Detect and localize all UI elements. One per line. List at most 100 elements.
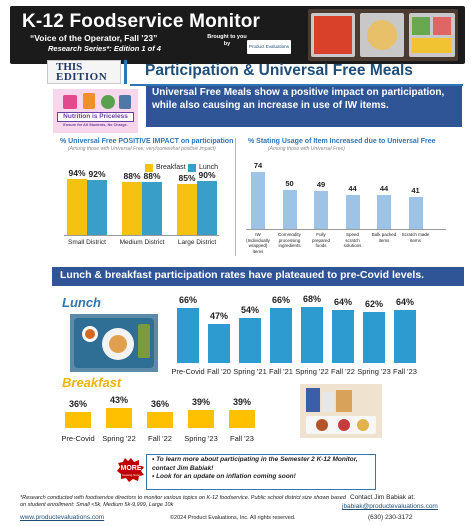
value-label-breakfast-medium-district: 88% — [123, 171, 141, 182]
legend-lunch-label: Lunch — [199, 164, 219, 171]
bar-lunch-large-district — [197, 181, 217, 235]
category-label-large-district: Large District — [177, 239, 217, 246]
series-label: Research Series*: Edition 1 of 4 — [48, 44, 161, 53]
chart2-baseline — [246, 229, 446, 230]
lunch-value-spring-23: 62% — [364, 298, 383, 309]
breakfast-category-pre-covid: Pre-Covid — [61, 434, 95, 443]
lunch-value-fall-23: 64% — [395, 296, 414, 307]
lunch-bar-fall-21 — [270, 308, 292, 363]
lunch-category-fall-21: Fall '21 — [269, 367, 293, 376]
bar-commodity-processing-ingredients — [282, 190, 297, 229]
chart1-title: % Universal Free POSITIVE IMPACT on part… — [60, 138, 234, 145]
lunch-category-fall-20: Fall '20 — [207, 367, 231, 376]
breakfast-bar-spring-23 — [188, 410, 214, 428]
category-label-small-district: Small District — [68, 239, 106, 246]
lunch-category-fall-22: Fall '22 — [331, 367, 355, 376]
chart1-baseline — [64, 235, 219, 236]
category-label-fully-prepared-foods: Fully prepared foods — [311, 232, 330, 248]
lunch-value-fall-20: 47% — [209, 311, 228, 322]
legend-breakfast-swatch — [145, 164, 153, 172]
more-badge-subtext: Coming Soon — [121, 473, 141, 477]
edition-topic: Participation & Universal Free Meals — [145, 62, 413, 79]
legend-lunch-swatch — [188, 164, 196, 172]
chart1-subtitle: (Among those with Universal Free; very/s… — [68, 146, 216, 152]
intro-box — [146, 86, 462, 127]
breakfast-bar-fall-23 — [229, 410, 255, 428]
chart2-subtitle: (Among those with Universal Free) — [268, 146, 345, 152]
value-label-lunch-large-district: 90% — [198, 170, 216, 180]
bar-lunch-small-district — [87, 179, 107, 235]
lunch-bar-spring-22 — [301, 306, 323, 363]
lunch-value-fall-22: 64% — [333, 296, 352, 307]
callout-box — [146, 454, 376, 490]
breakfast-value-fall-23: 39% — [232, 397, 251, 408]
breakfast-heading: Breakfast — [62, 375, 122, 390]
topic-underline — [130, 84, 463, 86]
category-label-scratch-made-items: Scratch made items — [401, 232, 430, 243]
nutrition-banner-text: Nutrition is Priceless — [57, 112, 134, 122]
value-label-iw-individually-wrapped-items: 74 — [253, 160, 263, 170]
lunch-category-fall-23: Fall '23 — [393, 367, 417, 376]
breakfast-value-spring-23: 39% — [191, 397, 210, 408]
lunch-tray-photo — [70, 314, 158, 372]
breakfast-bar-fall-22 — [147, 411, 173, 428]
value-label-lunch-medium-district: 88% — [143, 171, 161, 182]
breakfast-category-fall-22: Fall '22 — [148, 434, 172, 443]
category-label-medium-district: Medium District — [119, 239, 165, 246]
footnote: *Research conducted with foodservice dir… — [20, 495, 346, 508]
lunch-category-pre-covid: Pre-Covid — [171, 367, 205, 376]
lunch-value-pre-covid: 66% — [178, 295, 197, 306]
edition-label: EDITION — [56, 71, 108, 83]
callout-line-1: • To learn more about participating in t… — [152, 456, 358, 472]
breakfast-value-spring-22: 43% — [109, 395, 128, 406]
website-link[interactable]: www.productevaluations.com — [20, 514, 105, 521]
bar-iw-individually-wrapped-items — [251, 171, 265, 229]
bar-speed-scratch-solutions — [345, 194, 360, 229]
product-evaluations-logo: Product Evaluations — [247, 40, 291, 54]
edition-this-label: THIS — [56, 61, 83, 73]
value-label-bulk-packed-items: 44 — [379, 183, 389, 193]
bar-breakfast-small-district — [67, 178, 87, 235]
category-label-speed-scratch-solutions: Speed scratch solutions — [343, 232, 362, 248]
lunch-value-spring-21: 54% — [240, 305, 259, 316]
bar-breakfast-medium-district — [122, 182, 142, 235]
contact-email-link[interactable]: jbabiak@productevaluations.com — [342, 503, 438, 510]
value-label-fully-prepared-foods: 49 — [316, 180, 326, 190]
category-label-commodity-processing-ingredients: Commodity processing ingredients — [278, 232, 301, 248]
more-badge-text: MORE — [120, 465, 142, 472]
callout-text: • To learn more about participating in t… — [152, 456, 376, 482]
page-subtitle: “Voice of the Operator, Fall ’23” — [30, 33, 158, 43]
lunch-bar-spring-23 — [363, 311, 385, 363]
lunch-category-spring-22: Spring '22 — [295, 367, 329, 376]
intro-text: Universal Free Meals show a positive imp… — [152, 87, 445, 111]
chart2-title: % Stating Usage of Item Increased due to… — [248, 138, 436, 145]
callout-line-2: • Look for an update on inflation coming… — [152, 473, 296, 480]
category-label-iw-individually-wrapped-items: IW (Individually wrapped) items — [246, 232, 270, 254]
bar-breakfast-large-district — [177, 184, 197, 235]
nutrition-priceless-image: Nutrition is Priceless Ensure for All St… — [53, 89, 138, 133]
value-label-lunch-small-district: 92% — [88, 168, 106, 179]
brought-to-you-label: Brought to you by — [207, 34, 247, 47]
lunch-bar-fall-20 — [208, 324, 230, 363]
bar-fully-prepared-foods — [314, 191, 328, 229]
breakfast-tray-photo — [300, 384, 382, 438]
nutrition-tagline: Ensure for All Students, No Charge. — [63, 123, 128, 127]
breakfast-category-spring-22: Spring '22 — [102, 434, 136, 443]
category-label-bulk-packed-items: Bulk packed items — [371, 232, 397, 243]
breakfast-value-fall-22: 36% — [150, 398, 169, 409]
breakfast-category-fall-23: Fall '23 — [230, 434, 254, 443]
contact-phone: (630) 230-3172 — [368, 514, 413, 521]
bar-scratch-made-items — [408, 197, 423, 229]
plateau-banner-text: Lunch & breakfast participation rates ha… — [60, 269, 425, 281]
value-label-scratch-made-items: 41 — [411, 186, 420, 196]
value-label-speed-scratch-solutions: 44 — [348, 183, 357, 193]
contact-label: Contact Jim Babiak at: — [350, 494, 416, 501]
lunch-bar-fall-22 — [332, 309, 354, 363]
lunch-category-spring-21: Spring '21 — [233, 367, 267, 376]
more-coming-soon-badge: MORE Coming Soon — [117, 458, 145, 482]
copyright: ©2024 Product Evaluations, Inc. All righ… — [170, 515, 296, 521]
plateau-banner — [52, 267, 464, 286]
lunch-value-spring-22: 68% — [302, 293, 321, 304]
header-food-photo — [308, 9, 458, 61]
lunch-bar-pre-covid — [177, 308, 199, 363]
